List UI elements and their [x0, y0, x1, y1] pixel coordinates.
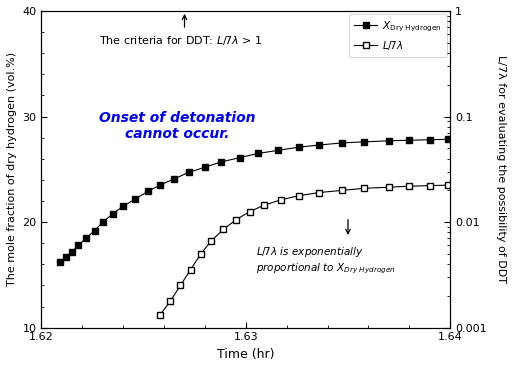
Text: Onset of detonation
cannot occur.: Onset of detonation cannot occur.	[98, 111, 255, 141]
Text: The criteria for DDT: $\it{L/7\lambda}$ > 1: The criteria for DDT: $\it{L/7\lambda}$ …	[98, 34, 263, 47]
X-axis label: Time (hr): Time (hr)	[217, 348, 274, 361]
Text: $\it{L/7\lambda}$ is exponentially
proportional to $X_{\mathregular{Dry\ Hydroge: $\it{L/7\lambda}$ is exponentially propo…	[256, 245, 396, 276]
Y-axis label: The mole fraction of dry hydrogen (vol.%): The mole fraction of dry hydrogen (vol.%…	[7, 52, 17, 286]
Legend: $X_{\mathregular{Dry\ Hydrogen}}$, $L/7\lambda$: $X_{\mathregular{Dry\ Hydrogen}}$, $L/7\…	[349, 14, 447, 57]
Y-axis label: L/7λ for evaluating the possibility of DDT: L/7λ for evaluating the possibility of D…	[496, 55, 506, 283]
